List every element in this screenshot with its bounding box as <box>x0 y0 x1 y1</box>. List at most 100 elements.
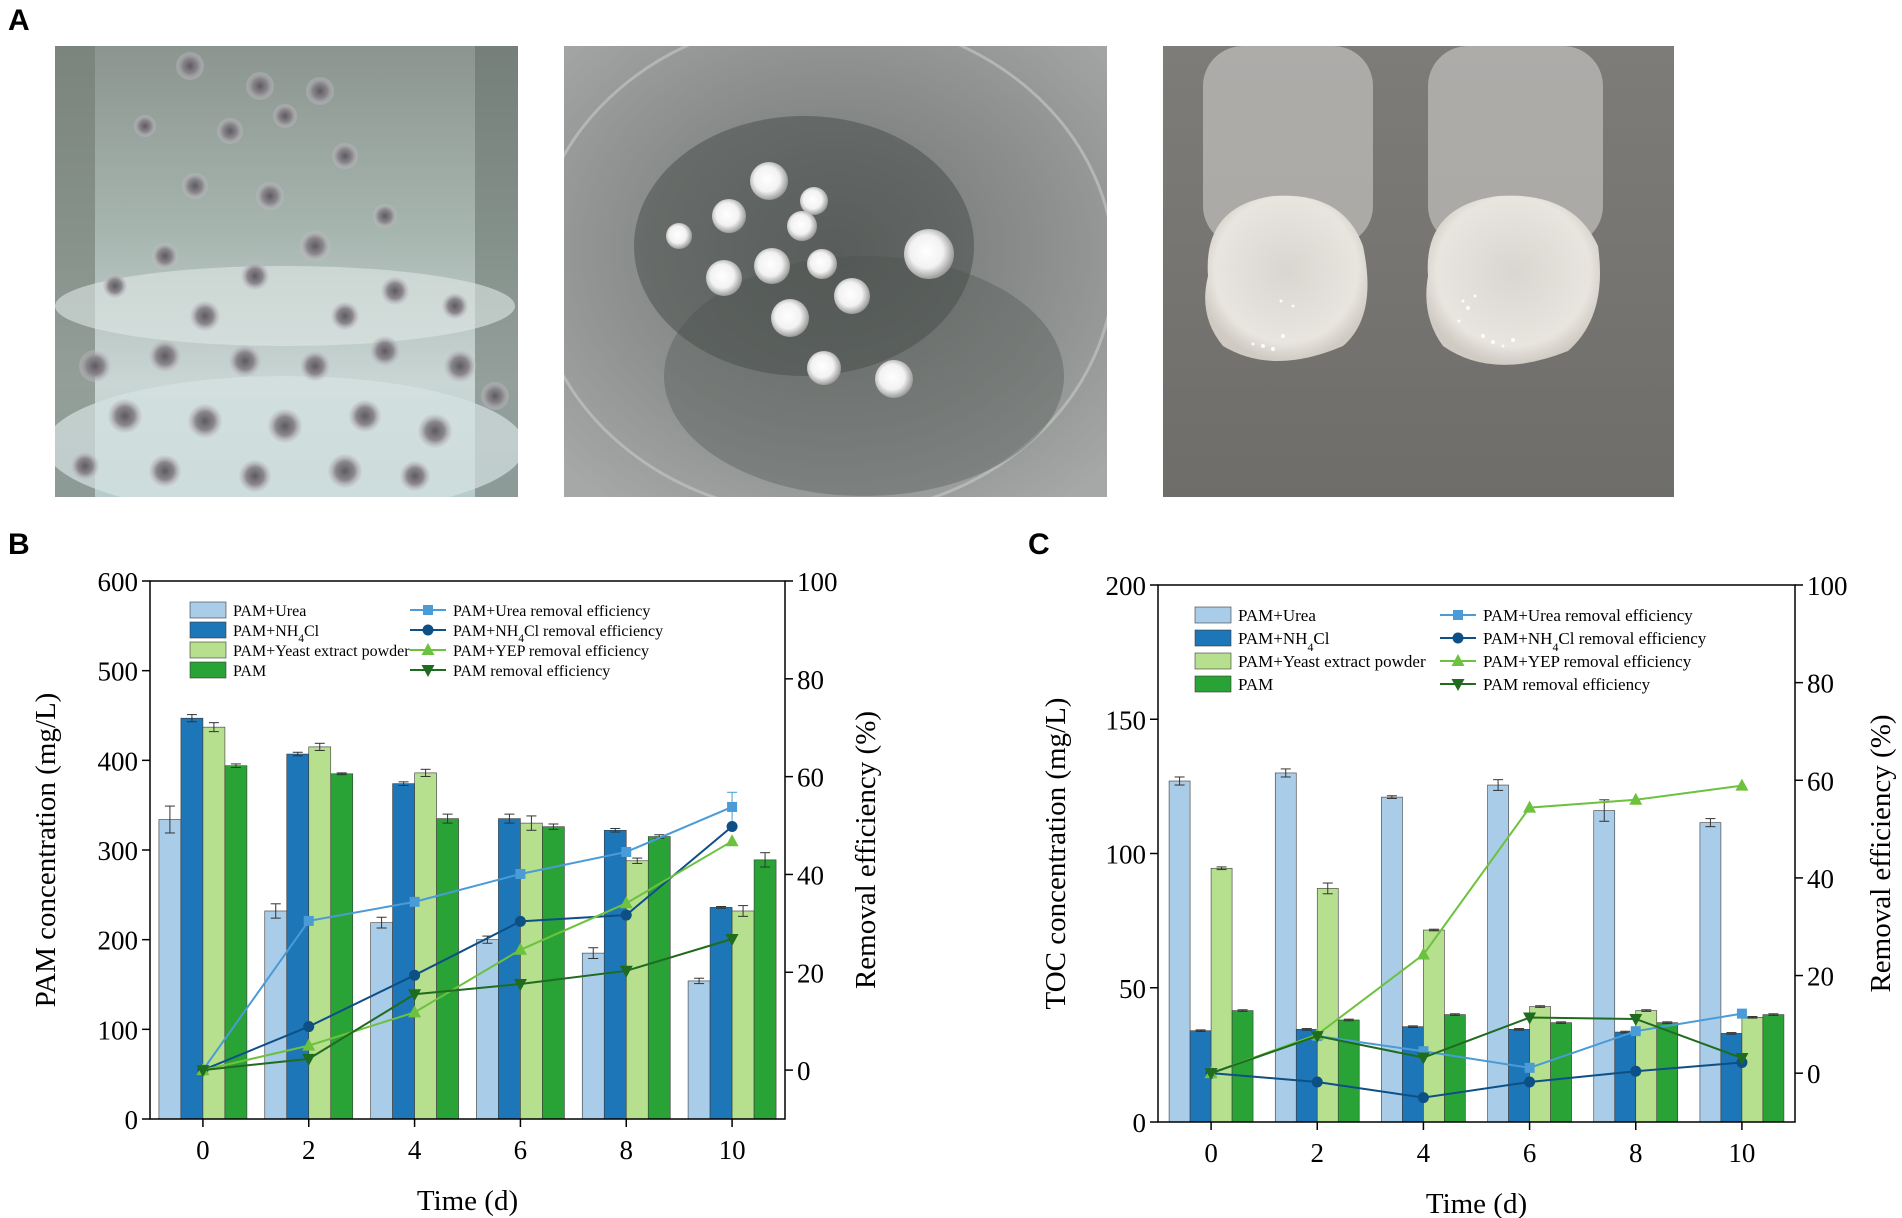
x-tick-label: 6 <box>514 1135 528 1165</box>
legend-label: PAM+NH4Cl removal efficiency <box>1483 629 1707 654</box>
bar <box>520 822 543 1120</box>
y2-tick-label: 40 <box>1807 864 1834 894</box>
y2-tick-label: 100 <box>797 567 838 597</box>
data-point <box>303 1021 315 1033</box>
legend-label: PAM+Urea <box>1238 606 1316 625</box>
data-point <box>408 1005 422 1018</box>
agar-colonies-photo <box>1163 46 1674 497</box>
panel-letter-c: C <box>1028 528 1050 561</box>
bar <box>1210 867 1233 1123</box>
y-tick-label: 0 <box>125 1105 139 1135</box>
legend-marker <box>421 665 435 677</box>
data-point <box>1523 1012 1537 1025</box>
y-tick-label: 50 <box>1119 974 1146 1004</box>
line-series-2 <box>196 834 739 1076</box>
y-tick-label: 600 <box>98 567 139 597</box>
bar <box>180 717 204 1120</box>
data-point <box>1416 1052 1430 1065</box>
bar <box>330 773 354 1120</box>
y2-tick-label: 20 <box>797 958 824 988</box>
data-point <box>1736 1008 1747 1019</box>
x-tick-label: 10 <box>719 1135 746 1165</box>
legend-label: PAM <box>233 663 266 680</box>
y-tick-label: 200 <box>1106 571 1147 601</box>
legend-swatch <box>189 621 227 639</box>
bar <box>753 859 777 1120</box>
series-line <box>1210 1016 1743 1075</box>
data-point <box>409 969 421 981</box>
y-tick-label: 100 <box>1106 840 1147 870</box>
legend-label: PAM+Yeast extract powder <box>1238 652 1426 671</box>
series-line <box>202 840 733 1072</box>
series-line <box>202 806 733 1071</box>
y-tick-label: 400 <box>98 746 139 776</box>
dish-pellets-photo <box>564 46 1107 497</box>
data-point <box>1310 1031 1324 1044</box>
legend-swatch <box>189 601 227 619</box>
y-tick-label: 300 <box>98 836 139 866</box>
bar <box>542 826 565 1120</box>
legend-label: PAM+Urea removal efficiency <box>453 603 650 620</box>
series-line <box>202 825 733 1072</box>
legend-marker <box>1451 654 1465 666</box>
y2-tick-label: 60 <box>1807 766 1834 796</box>
data-point <box>409 896 420 907</box>
bar <box>1381 796 1403 1123</box>
legend-swatch <box>1194 652 1232 670</box>
bar <box>158 819 182 1120</box>
bar <box>202 726 226 1120</box>
legend-marker <box>422 624 434 636</box>
legend-label: PAM removal efficiency <box>1483 675 1651 694</box>
y2-axis-label: Removal efficiency (%) <box>850 711 882 989</box>
bar <box>1656 1022 1679 1123</box>
bar <box>1762 1014 1785 1123</box>
y-axis-label: PAM concentration (mg/L) <box>30 693 62 1008</box>
x-axis-label: Time (d) <box>1426 1188 1527 1218</box>
bar <box>603 829 627 1120</box>
y2-tick-label: 20 <box>1807 962 1834 992</box>
x-tick-label: 2 <box>1311 1138 1325 1168</box>
data-point <box>515 868 526 879</box>
x-tick-label: 10 <box>1728 1138 1755 1168</box>
legend-label: PAM removal efficiency <box>453 663 610 680</box>
x-axis-label: Time (d) <box>417 1185 518 1217</box>
y2-tick-label: 60 <box>797 763 824 793</box>
legend-swatch <box>1194 629 1232 647</box>
legend-marker <box>1453 610 1463 620</box>
legend-marker <box>421 643 435 655</box>
flask-pellets-photo <box>55 46 518 497</box>
bar <box>414 772 437 1120</box>
x-tick-label: 6 <box>1523 1138 1537 1168</box>
y-tick-label: 0 <box>1133 1108 1147 1138</box>
series-line <box>1211 1061 1742 1099</box>
series-line <box>202 938 733 1072</box>
legend-swatch <box>1194 606 1232 624</box>
data-point <box>1418 1046 1429 1057</box>
bar <box>1337 1019 1360 1123</box>
y-axis-label: TOC concentration (mg/L) <box>1040 698 1072 1010</box>
line-series-3 <box>1204 1012 1749 1081</box>
y2-tick-label: 40 <box>797 860 824 890</box>
bar <box>436 818 459 1120</box>
y2-tick-label: 100 <box>1807 571 1848 601</box>
data-point <box>621 846 632 857</box>
x-tick-label: 2 <box>302 1135 316 1165</box>
legend-swatch <box>189 661 227 679</box>
data-point <box>726 821 738 833</box>
data-point <box>725 934 739 947</box>
y2-tick-label: 0 <box>1807 1059 1821 1089</box>
legend-label: PAM+NH4Cl removal efficiency <box>453 623 663 645</box>
bar-series-2 <box>1210 866 1764 1123</box>
legend-label: PAM <box>1238 675 1273 694</box>
bar <box>1444 1014 1466 1123</box>
bar <box>392 783 415 1120</box>
legend-label: PAM+YEP removal efficiency <box>453 643 649 660</box>
y2-tick-label: 80 <box>1807 669 1834 699</box>
data-point <box>619 965 633 978</box>
bar <box>1487 784 1509 1123</box>
bar <box>1550 1022 1572 1123</box>
y-tick-label: 100 <box>98 1015 139 1045</box>
panel-letter-a: A <box>8 4 30 37</box>
y2-tick-label: 0 <box>797 1056 811 1086</box>
